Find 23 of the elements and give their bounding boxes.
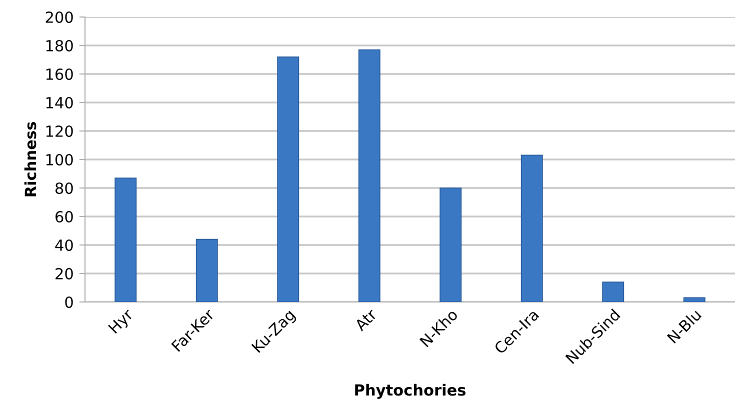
- y-tick-label: 120: [46, 125, 73, 138]
- x-axis-title: Phytochories: [355, 384, 466, 399]
- bar: [440, 188, 462, 302]
- bar: [358, 49, 380, 302]
- y-tick-label: 200: [46, 11, 73, 24]
- y-axis-title: Richness: [24, 122, 36, 196]
- bar: [683, 297, 706, 302]
- y-tick-label: 160: [46, 68, 73, 80]
- y-tick-label: 0: [65, 296, 73, 308]
- bar: [196, 238, 218, 302]
- y-tick-label: 140: [46, 96, 73, 109]
- y-tick-label: 180: [46, 40, 73, 52]
- bar: [114, 178, 137, 302]
- y-tick-label: 40: [55, 239, 73, 252]
- x-tick-label: Atr: [354, 308, 378, 332]
- x-tick-label: Hyr: [108, 308, 136, 336]
- y-tick-label: 80: [55, 182, 73, 194]
- y-tick-label: 20: [56, 268, 73, 280]
- bar: [602, 282, 624, 302]
- bar: [277, 56, 300, 302]
- bar: [520, 154, 543, 302]
- y-tick-label: 100: [46, 154, 73, 166]
- y-tick-label: 60: [56, 210, 73, 223]
